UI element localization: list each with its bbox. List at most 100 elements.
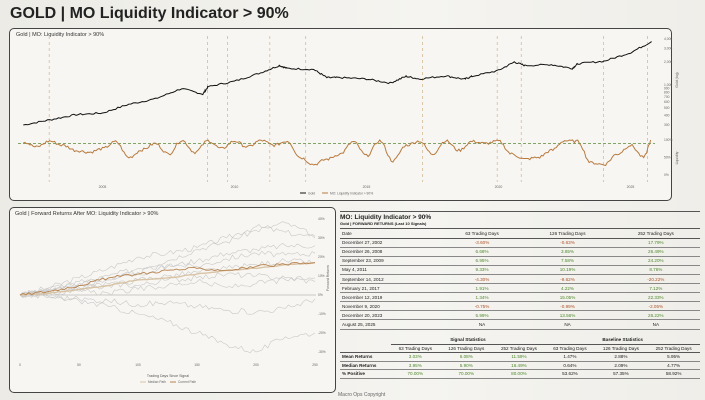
stat-cell: 3.95% xyxy=(390,361,440,371)
gold-axis-tick: 2,000 xyxy=(664,60,672,64)
x-tick-label: 100 xyxy=(135,363,141,367)
historical-path-line xyxy=(19,292,316,354)
y-tick-label: 40% xyxy=(318,217,325,221)
date-cell: February 21, 2017 xyxy=(340,283,441,294)
return-cell: NA xyxy=(611,319,700,330)
return-cell: 7.12% xyxy=(611,283,700,294)
return-cell: 9.33% xyxy=(440,265,524,275)
return-cell: -9.62% xyxy=(523,274,612,285)
page-title: GOLD | MO Liquidity Indicator > 90% xyxy=(10,5,289,22)
date-cell: November 9, 2020 xyxy=(340,301,441,312)
x-tick-label: 250 xyxy=(312,363,318,367)
x-tick-label: 2005 xyxy=(99,185,107,189)
signal-stats-title: Signal Statistics xyxy=(390,335,546,345)
gold-axis-tick: 4,000 xyxy=(664,37,672,41)
return-cell: NA xyxy=(523,319,612,330)
y-axis-label: Forward Returns xyxy=(326,265,330,291)
footer-copyright: Macro Ops Copyright xyxy=(338,392,386,398)
table-row: May 4, 2011 9.33% 10.19% 8.76% xyxy=(340,265,700,275)
return-cell: 22.33% xyxy=(611,292,700,303)
liquidity-axis-label: Liquidity xyxy=(675,151,679,164)
legend-gold-label: Gold xyxy=(308,191,315,195)
stat-cell: 2.09% xyxy=(594,361,648,371)
stat-cell: 5.90% xyxy=(439,361,493,371)
return-cell: 15.05% xyxy=(523,292,612,303)
x-tick-label: 2015 xyxy=(363,185,371,189)
date-cell: September 14, 2012 xyxy=(340,274,441,285)
table-row: December 26, 2008 6.68% 3.85% 26.49% xyxy=(340,247,700,257)
historical-path-line xyxy=(19,258,316,298)
gold-liquidity-chart: 2005 2010 2015 2020 2025 4,000 3,000 2,000 1,000… xyxy=(18,36,679,195)
column-header: 252 Trading Days xyxy=(611,229,700,239)
table-subtitle: Gold | FORWARD RETURNS (Last 10 Signals) xyxy=(340,221,700,229)
table-row: September 23, 2009 6.95% 7.58% 24.20% xyxy=(340,256,700,266)
chart-title: Gold | MO: Liquidity Indicator > 90% xyxy=(16,32,105,38)
y-tick-label: 20% xyxy=(318,255,325,259)
return-cell: 26.49% xyxy=(611,247,700,257)
liquidity-indicator-line xyxy=(23,139,652,166)
return-cell: -4.30% xyxy=(440,274,524,285)
statistics-table: Signal Statistics Baseline Statistics 63 T… xyxy=(340,335,700,379)
table-row: February 21, 2017 1.91% 4.22% 7.12% xyxy=(340,283,700,294)
return-cell: -0.99% xyxy=(523,301,612,312)
y-tick-label: -20% xyxy=(318,331,326,335)
stat-cell: 58.92% xyxy=(647,369,700,379)
table-row: December 20, 2023 5.99% 13.56% 26.22% xyxy=(340,310,700,321)
legend-liquidity-label: MO: Liquidity Indicator > 90% xyxy=(330,191,373,195)
stat-label: % Positive xyxy=(340,369,391,379)
y-tick-label: 30% xyxy=(318,236,325,240)
x-tick-label: 2020 xyxy=(495,185,503,189)
stats-column-header: 63 Trading Days xyxy=(390,344,440,354)
stat-cell: 1.47% xyxy=(545,352,595,362)
return-cell: 8.76% xyxy=(611,265,700,275)
return-cell: 4.22% xyxy=(523,283,612,294)
chart-title: Gold | Forward Returns After MO: Liquidi… xyxy=(15,211,159,217)
current-path-line xyxy=(19,262,316,296)
stat-cell: 2.88% xyxy=(594,352,648,362)
forward-returns-chart: 0 50 100 150 200 250 40% 30% 20% 10% 0% -10% -20% -30… xyxy=(19,217,330,384)
forward-returns-table: MO: Liquidity Indicator > 90% Gold | FOR… xyxy=(340,211,700,379)
gold-axis-tick: 900 xyxy=(664,87,670,91)
gold-axis-label: Gold (log) xyxy=(675,72,679,87)
stat-label: Median Returns xyxy=(340,361,391,371)
stat-cell: 5.95% xyxy=(647,352,700,362)
stat-cell: 53.62% xyxy=(545,369,595,379)
x-tick-label: 2025 xyxy=(627,185,635,189)
table-row: September 14, 2012 -4.30% -9.62% -20.22% xyxy=(340,274,700,285)
stat-cell: 16.49% xyxy=(492,361,546,371)
return-cell: -0.63% xyxy=(523,238,612,248)
return-cell: -2.05% xyxy=(611,301,700,312)
column-header: 63 Trading Days xyxy=(440,229,524,239)
date-cell: December 27, 2002 xyxy=(340,238,441,248)
gold-axis-tick: 3,000 xyxy=(664,47,672,51)
historical-path-line xyxy=(19,272,316,296)
stats-row: Median Returns 3.95% 5.90% 16.49% 0.64% 2.09%… xyxy=(340,361,700,371)
historical-path-line xyxy=(19,293,316,315)
date-cell: December 26, 2008 xyxy=(340,247,441,257)
date-cell: May 4, 2011 xyxy=(340,265,441,275)
gold-axis-tick: 300 xyxy=(664,123,670,127)
stats-column-header: 63 Trading Days xyxy=(545,344,595,354)
gold-axis-tick: 800 xyxy=(664,90,670,94)
gold-liquidity-chart-panel: Gold | MO: Liquidity Indicator > 90% xyxy=(9,28,672,201)
stat-cell: 6.08% xyxy=(439,352,493,362)
return-cell: 17.79% xyxy=(611,238,700,248)
y-tick-label: 0% xyxy=(318,293,323,297)
column-header: Date xyxy=(340,229,441,239)
stat-cell: 70.00% xyxy=(390,369,440,379)
x-tick-label: 150 xyxy=(194,363,200,367)
date-cell: August 25, 2025 xyxy=(340,319,441,330)
x-axis-label: Trading Days Since Signal xyxy=(147,374,189,378)
liquidity-axis-tick: 0% xyxy=(664,173,669,177)
return-cell: -0.75% xyxy=(440,301,524,312)
table-row: December 12, 2019 1.34% 15.05% 22.33% xyxy=(340,292,700,303)
liquidity-axis-tick: 50% xyxy=(664,156,671,160)
x-tick-label: 200 xyxy=(253,363,259,367)
stat-cell: 57.35% xyxy=(594,369,648,379)
return-cell: 24.20% xyxy=(611,256,700,266)
return-cell: -20.22% xyxy=(611,274,700,285)
table-row: August 25, 2025 NA NA NA xyxy=(340,319,700,330)
stat-cell: 4.77% xyxy=(647,361,700,371)
historical-path-line xyxy=(19,221,316,297)
return-cell: 10.19% xyxy=(523,265,612,275)
